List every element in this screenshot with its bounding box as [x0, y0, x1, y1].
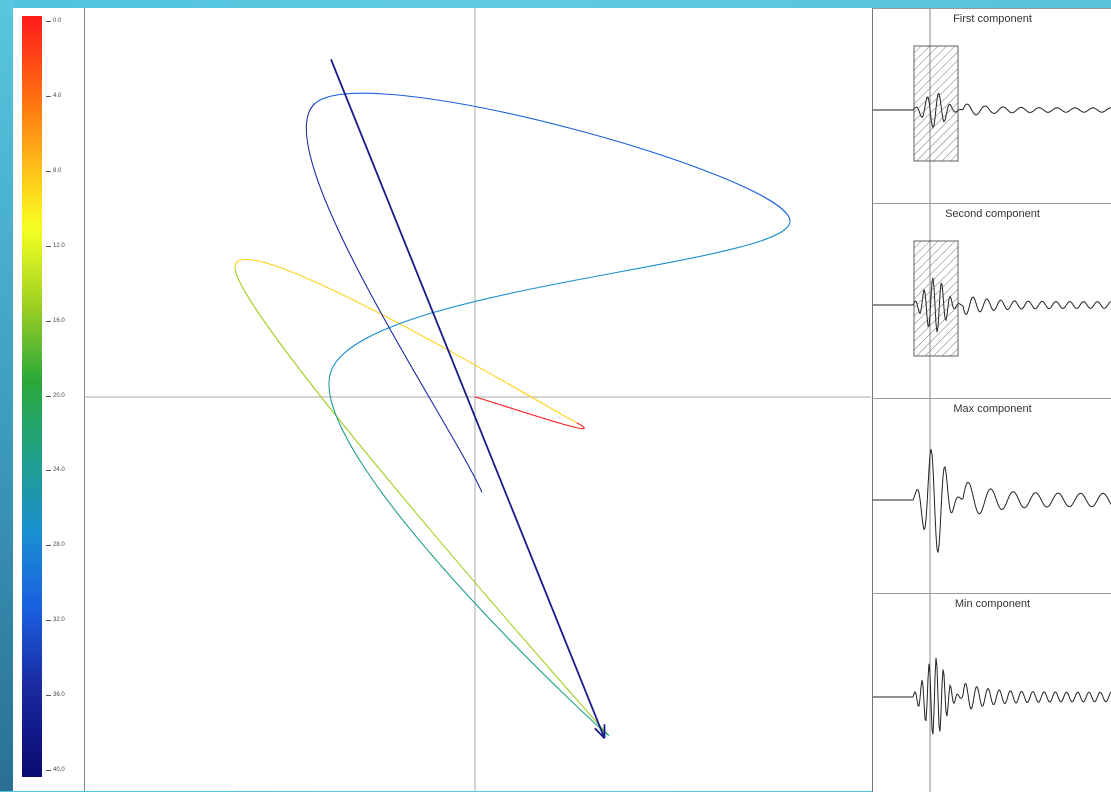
particle-motion-segment: [234, 258, 577, 424]
waveform-trace: [873, 204, 1111, 398]
seismogram-max[interactable]: Max component: [872, 398, 1111, 593]
colorbar-tick-label: 36.0: [46, 692, 65, 699]
seismogram-title: Min component: [954, 598, 1031, 610]
particle-motion-segment: [474, 396, 585, 430]
particle-motion-segment: [305, 102, 483, 493]
colorbar-tick-label: 24.0: [46, 467, 65, 474]
colorbar-gradient: [22, 16, 42, 777]
colorbar-tick-label: 16.0: [46, 317, 65, 324]
hodogram-plot[interactable]: [0, 0, 872, 791]
waveform-path: [873, 92, 1111, 130]
polarization-arrow: [330, 59, 606, 739]
particle-motion-segment: [314, 92, 791, 221]
analysis-window: [913, 240, 959, 357]
seismogram-title: Max component: [953, 403, 1032, 415]
colorbar-tick-label: 4.0: [45, 92, 62, 99]
seismogram-second[interactable]: Second component: [872, 203, 1111, 398]
colorbar-tick-label: 28.0: [46, 542, 65, 549]
seismogram-first[interactable]: First component: [872, 8, 1111, 203]
waveform-trace: [873, 9, 1111, 203]
plot-left-border: [84, 8, 85, 791]
particle-motion-segment: [234, 268, 609, 736]
particle-motion-segment: [328, 371, 609, 736]
slide-edge: [0, 0, 14, 791]
analysis-window: [913, 45, 959, 162]
seismogram-min[interactable]: Min component: [872, 593, 1111, 792]
arrow-head: [594, 724, 606, 739]
waveform-path: [873, 277, 1111, 333]
waveform-path: [873, 449, 1111, 553]
colorbar-tick-label: 32.0: [46, 617, 65, 624]
colorbar-tick-label: 0.0: [45, 18, 62, 24]
particle-motion-segment: [330, 220, 791, 372]
colorbar-tick-label: 40.0: [46, 767, 65, 773]
seismogram-title: First component: [953, 13, 1032, 25]
seismogram-title: Second component: [945, 208, 1040, 220]
waveform-trace: [873, 594, 1111, 792]
colorbar-tick-label: 8.0: [45, 167, 62, 174]
time-colorbar: 0.0 4.0 8.0 12.0 16.0 20.0 24.0 28.0 32.0 36.0 40.…: [13, 8, 85, 791]
colorbar-tick-label: 20.0: [46, 392, 65, 399]
waveform-trace: [873, 399, 1111, 593]
colorbar-tick-label: 12.0: [46, 242, 65, 249]
waveform-path: [873, 657, 1111, 735]
